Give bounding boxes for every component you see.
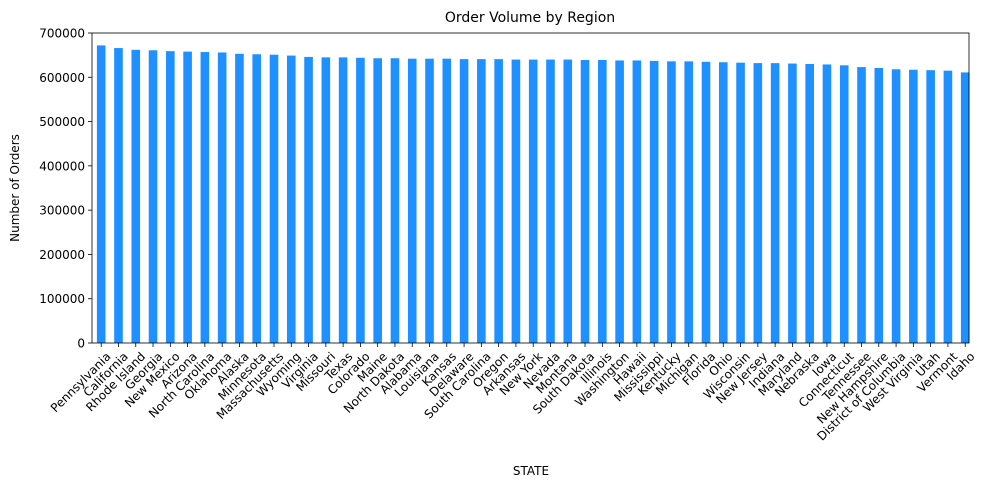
bar (667, 61, 676, 343)
y-axis-label: Number of Orders (8, 134, 22, 242)
y-tick-label: 100000 (39, 292, 85, 306)
bar (909, 69, 918, 343)
bar (166, 51, 175, 344)
bar (373, 58, 382, 343)
bar (857, 67, 866, 343)
bar (321, 57, 331, 343)
bar (563, 59, 573, 343)
bar (926, 70, 935, 343)
bar (580, 60, 590, 344)
y-tick-label: 600000 (39, 71, 85, 85)
bar (183, 51, 192, 343)
bar (269, 54, 279, 343)
bar (356, 57, 365, 344)
bar (407, 58, 417, 343)
bar (649, 60, 659, 344)
bar (148, 50, 158, 344)
bar (425, 58, 434, 343)
y-tick-label: 400000 (39, 159, 85, 173)
bar (598, 60, 607, 344)
bar (615, 60, 624, 343)
plot-frame (91, 32, 970, 344)
bar (874, 67, 884, 343)
bar (839, 65, 849, 343)
bar (736, 62, 745, 344)
bar (891, 69, 901, 344)
bar (304, 56, 313, 344)
bar (459, 59, 469, 343)
bar (442, 58, 452, 343)
bar (477, 59, 486, 343)
bar (114, 48, 123, 344)
bar (632, 60, 642, 343)
bar (200, 52, 210, 344)
bar (718, 62, 728, 343)
y-tick-label: 0 (77, 337, 85, 351)
y-tick-label: 300000 (39, 204, 85, 218)
bar (390, 58, 400, 343)
bar (511, 59, 521, 343)
x-axis-label: STATE (513, 464, 549, 478)
bar (788, 63, 797, 344)
bar (494, 59, 503, 343)
bars (96, 45, 970, 344)
bar (960, 72, 970, 344)
bar (217, 52, 227, 343)
bar (943, 70, 953, 344)
bar (753, 63, 763, 343)
bar (684, 61, 694, 343)
y-tick-label: 700000 (39, 27, 85, 41)
y-tick-label: 500000 (39, 115, 85, 129)
bar (338, 57, 348, 343)
bar (131, 49, 141, 343)
bar (252, 54, 262, 343)
bar (96, 45, 106, 344)
bar (546, 59, 555, 343)
bar (235, 53, 244, 344)
bar (701, 61, 711, 344)
bar (805, 64, 814, 343)
bar (286, 55, 296, 343)
y-axis: 0 100000 200000 300000 400000 500000 600000 700… (39, 27, 92, 351)
bar (822, 64, 832, 343)
y-tick-label: 200000 (39, 248, 85, 262)
bar (528, 59, 538, 343)
chart-title: Order Volume by Region (445, 10, 615, 26)
bar (770, 63, 780, 343)
